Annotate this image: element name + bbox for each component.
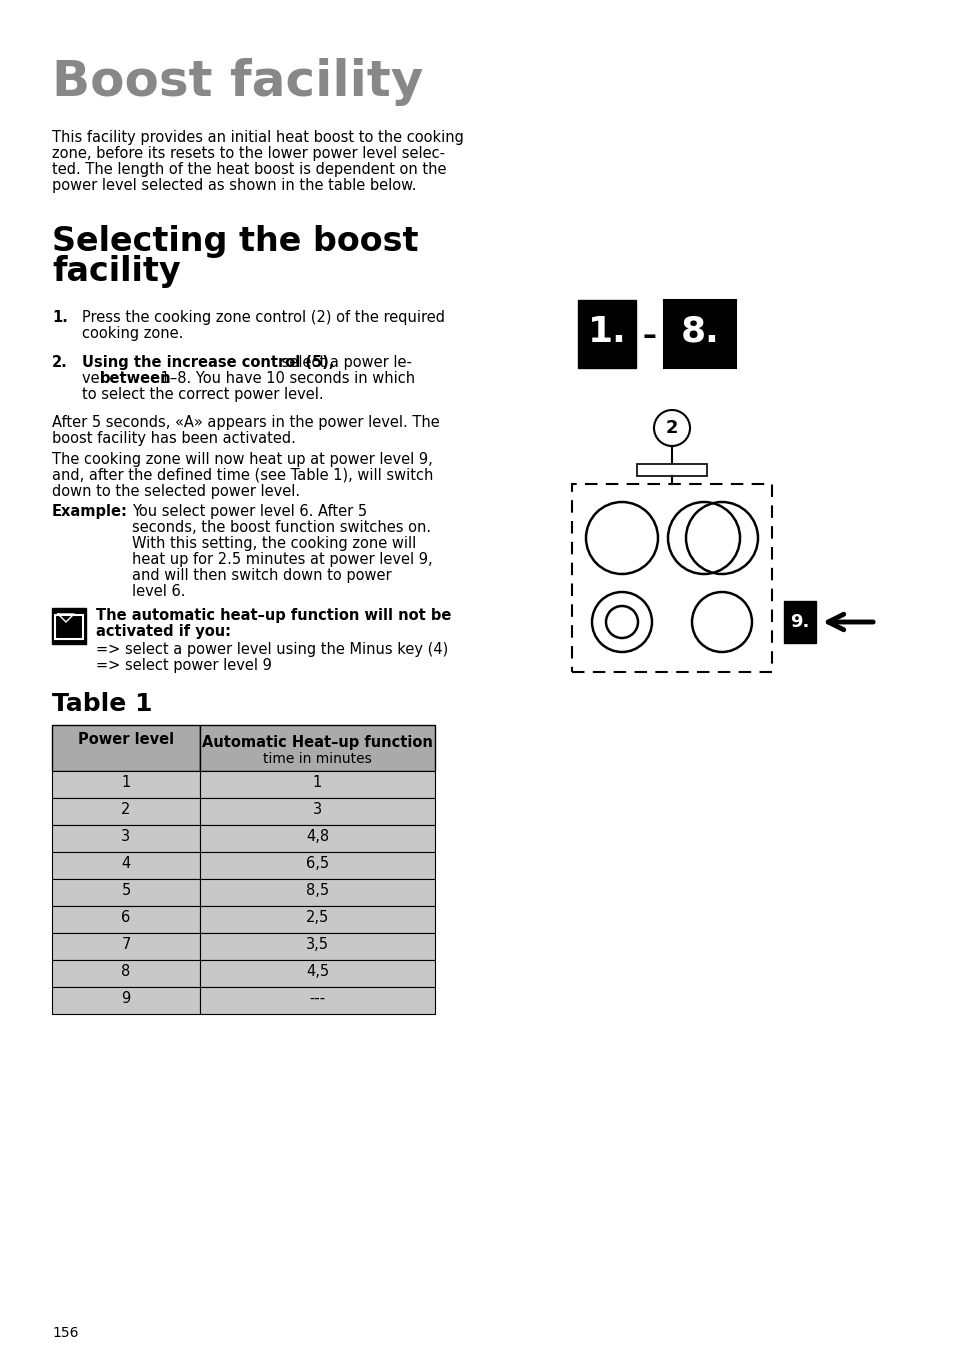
Text: 8.: 8. xyxy=(679,315,719,349)
Bar xyxy=(637,463,706,476)
Bar xyxy=(52,961,200,988)
Text: power level selected as shown in the table below.: power level selected as shown in the tab… xyxy=(52,178,416,193)
Text: ted. The length of the heat boost is dependent on the: ted. The length of the heat boost is dep… xyxy=(52,162,446,177)
Text: The automatic heat–up function will not be: The automatic heat–up function will not … xyxy=(96,608,451,623)
Text: 1: 1 xyxy=(121,775,131,790)
Text: level 6.: level 6. xyxy=(132,584,185,598)
Bar xyxy=(200,852,435,880)
Text: After 5 seconds, «A» appears in the power level. The: After 5 seconds, «A» appears in the powe… xyxy=(52,415,439,430)
Bar xyxy=(200,988,435,1015)
Bar xyxy=(200,961,435,988)
Bar xyxy=(52,907,200,934)
Text: between: between xyxy=(100,372,172,386)
Text: and, after the defined time (see Table 1), will switch: and, after the defined time (see Table 1… xyxy=(52,467,433,484)
Text: boost facility has been activated.: boost facility has been activated. xyxy=(52,431,295,446)
Text: Example:: Example: xyxy=(52,504,128,519)
Text: cooking zone.: cooking zone. xyxy=(82,326,183,340)
Text: 2: 2 xyxy=(665,419,678,436)
Text: 3,5: 3,5 xyxy=(306,938,329,952)
Text: 6: 6 xyxy=(121,911,131,925)
Text: 156: 156 xyxy=(52,1325,78,1340)
Text: and will then switch down to power: and will then switch down to power xyxy=(132,567,392,584)
Text: select a power le-: select a power le- xyxy=(276,355,412,370)
Text: 8,5: 8,5 xyxy=(306,884,329,898)
Text: 6,5: 6,5 xyxy=(306,857,329,871)
Text: 9: 9 xyxy=(121,992,131,1006)
Bar xyxy=(200,771,435,798)
Bar xyxy=(52,988,200,1015)
Text: 4: 4 xyxy=(121,857,131,871)
Text: Power level: Power level xyxy=(78,732,173,747)
Text: 3: 3 xyxy=(313,802,322,817)
Bar xyxy=(55,615,83,639)
Bar xyxy=(52,725,200,771)
Text: Press the cooking zone control (2) of the required: Press the cooking zone control (2) of th… xyxy=(82,309,444,326)
Text: –: – xyxy=(641,322,656,350)
Text: seconds, the boost function switches on.: seconds, the boost function switches on. xyxy=(132,520,431,535)
Text: 2: 2 xyxy=(121,802,131,817)
Bar xyxy=(52,608,86,644)
Text: This facility provides an initial heat boost to the cooking: This facility provides an initial heat b… xyxy=(52,130,463,145)
Text: to select the correct power level.: to select the correct power level. xyxy=(82,386,323,403)
Text: With this setting, the cooking zone will: With this setting, the cooking zone will xyxy=(132,536,416,551)
Text: 3: 3 xyxy=(121,830,131,844)
Bar xyxy=(52,798,200,825)
Text: Boost facility: Boost facility xyxy=(52,58,423,105)
Text: 4,5: 4,5 xyxy=(306,965,329,979)
Text: 9.: 9. xyxy=(789,613,809,631)
Bar xyxy=(578,300,636,367)
Text: 4,8: 4,8 xyxy=(306,830,329,844)
Text: Automatic Heat–up function: Automatic Heat–up function xyxy=(202,735,433,750)
Bar xyxy=(200,934,435,961)
Bar xyxy=(200,825,435,852)
Text: down to the selected power level.: down to the selected power level. xyxy=(52,484,300,499)
Bar xyxy=(663,300,735,367)
Text: zone, before its resets to the lower power level selec-: zone, before its resets to the lower pow… xyxy=(52,146,444,161)
Bar xyxy=(52,771,200,798)
Bar xyxy=(52,825,200,852)
Text: ---: --- xyxy=(309,992,325,1006)
Bar xyxy=(52,880,200,907)
Text: You select power level 6. After 5: You select power level 6. After 5 xyxy=(132,504,367,519)
Text: 1.: 1. xyxy=(587,315,626,349)
Bar xyxy=(783,601,815,643)
Bar xyxy=(52,934,200,961)
Text: The cooking zone will now heat up at power level 9,: The cooking zone will now heat up at pow… xyxy=(52,453,433,467)
Text: activated if you:: activated if you: xyxy=(96,624,231,639)
Text: time in minutes: time in minutes xyxy=(263,753,372,766)
Bar xyxy=(572,484,771,671)
Text: vel: vel xyxy=(82,372,109,386)
Text: heat up for 2.5 minutes at power level 9,: heat up for 2.5 minutes at power level 9… xyxy=(132,553,432,567)
Text: => select a power level using the Minus key (4): => select a power level using the Minus … xyxy=(96,642,448,657)
Text: 1–8. You have 10 seconds in which: 1–8. You have 10 seconds in which xyxy=(156,372,415,386)
Text: facility: facility xyxy=(52,255,180,288)
Bar xyxy=(200,725,435,771)
Text: 1.: 1. xyxy=(52,309,68,326)
Text: 1: 1 xyxy=(313,775,322,790)
Bar xyxy=(200,880,435,907)
Text: 7: 7 xyxy=(121,938,131,952)
Bar xyxy=(200,907,435,934)
Text: Using the increase control (5),: Using the increase control (5), xyxy=(82,355,335,370)
Text: => select power level 9: => select power level 9 xyxy=(96,658,272,673)
Text: 5: 5 xyxy=(121,884,131,898)
Text: Table 1: Table 1 xyxy=(52,692,152,716)
Bar xyxy=(200,798,435,825)
Bar xyxy=(52,852,200,880)
Text: 2.: 2. xyxy=(52,355,68,370)
Text: 2,5: 2,5 xyxy=(306,911,329,925)
Text: Selecting the boost: Selecting the boost xyxy=(52,226,418,258)
Text: 8: 8 xyxy=(121,965,131,979)
